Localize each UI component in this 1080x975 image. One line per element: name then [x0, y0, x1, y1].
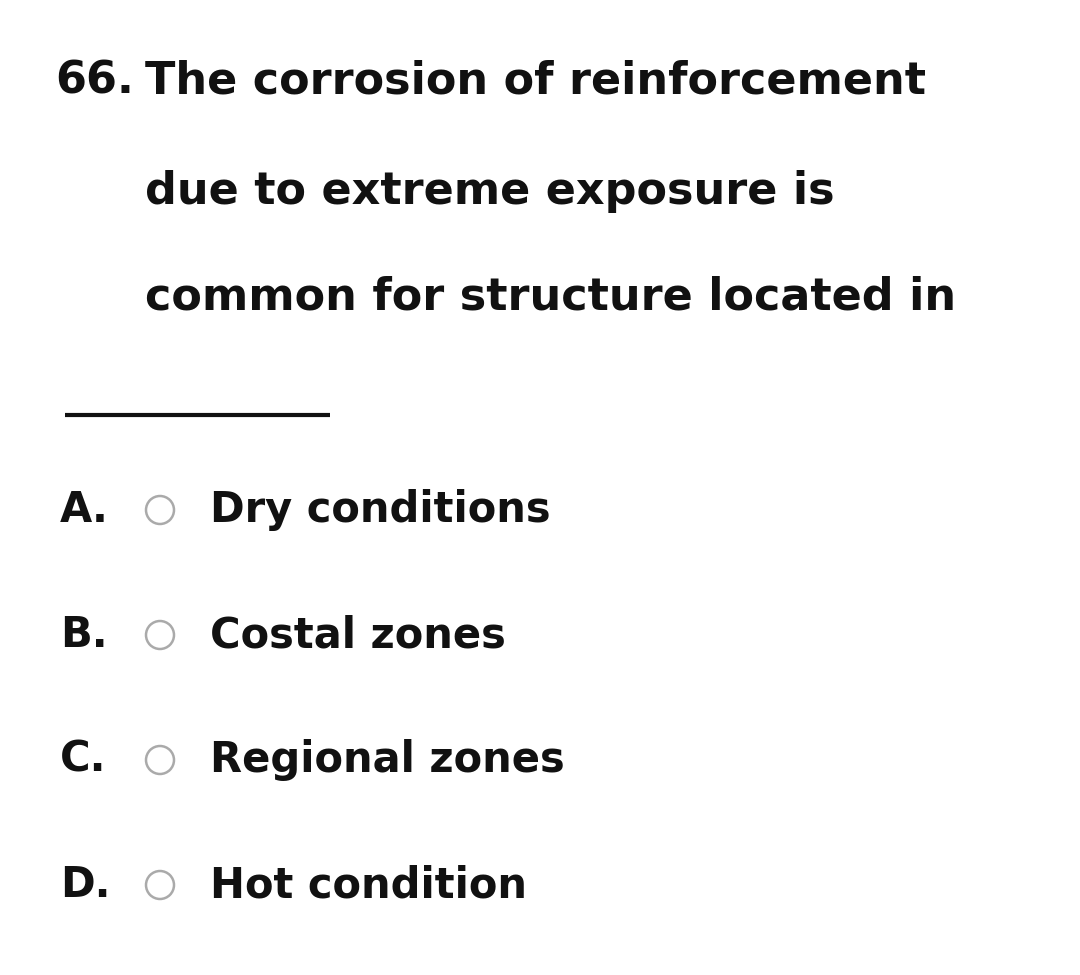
Text: due to extreme exposure is: due to extreme exposure is — [145, 170, 835, 213]
Text: 66.: 66. — [55, 60, 134, 103]
Text: Dry conditions: Dry conditions — [210, 489, 551, 531]
Text: The corrosion of reinforcement: The corrosion of reinforcement — [145, 60, 926, 103]
Text: common for structure located in: common for structure located in — [145, 275, 956, 318]
Text: C.: C. — [60, 739, 107, 781]
Text: D.: D. — [60, 864, 110, 906]
Text: Regional zones: Regional zones — [210, 739, 565, 781]
Text: A.: A. — [60, 489, 109, 531]
Text: B.: B. — [60, 614, 108, 656]
Circle shape — [146, 496, 174, 524]
Circle shape — [146, 746, 174, 774]
Text: Costal zones: Costal zones — [210, 614, 505, 656]
Circle shape — [146, 621, 174, 649]
Text: Hot condition: Hot condition — [210, 864, 527, 906]
Circle shape — [146, 871, 174, 899]
